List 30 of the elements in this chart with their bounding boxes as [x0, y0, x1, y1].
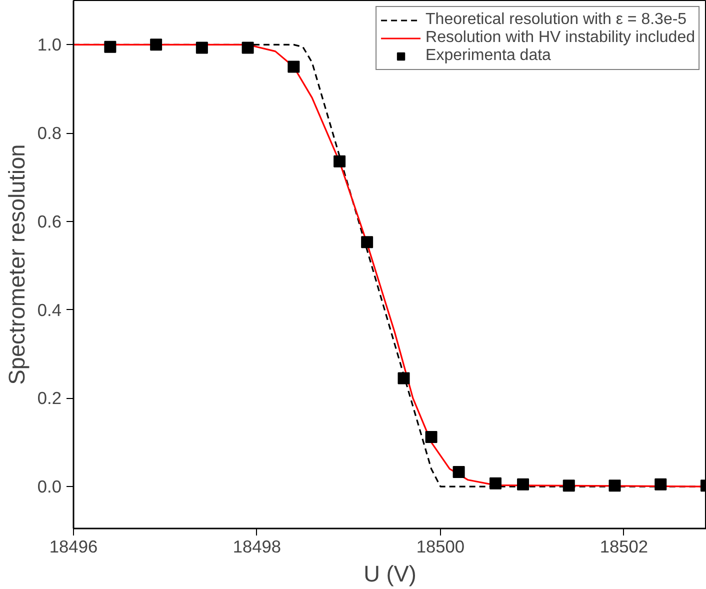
y-tick-label: 0.8 — [37, 123, 62, 144]
point — [288, 60, 300, 73]
x-tick-label: 18496 — [49, 536, 98, 556]
point — [654, 478, 667, 490]
point — [361, 236, 374, 248]
y-tick-label: 1.0 — [37, 34, 62, 55]
point — [242, 42, 254, 54]
x-tick-label: 18498 — [232, 536, 282, 556]
legend-label: Experimenta data — [426, 47, 551, 65]
point — [334, 155, 346, 168]
point — [562, 480, 575, 492]
point — [517, 478, 530, 490]
x-tick-label: 18500 — [416, 536, 465, 556]
point — [490, 477, 502, 490]
point — [104, 40, 116, 53]
legend-label: Theoretical resolution with ε = 8.3e-5 — [426, 11, 687, 29]
point — [425, 431, 438, 444]
y-tick-label: 0.2 — [37, 388, 62, 408]
x-tick-label: 18502 — [600, 536, 648, 556]
legend-label: Resolution with HV instability included — [426, 29, 695, 47]
y-tick-label: 0.0 — [37, 476, 62, 497]
x-axis-title: U (V) — [364, 560, 416, 586]
point — [150, 38, 162, 51]
point — [608, 480, 621, 492]
y-tick-label: 0.6 — [37, 211, 62, 232]
y-axis-title: Spectrometer resolution — [3, 144, 30, 385]
point — [196, 42, 208, 54]
y-tick-label: 0.4 — [37, 300, 62, 320]
point — [452, 466, 465, 478]
point — [398, 372, 410, 384]
